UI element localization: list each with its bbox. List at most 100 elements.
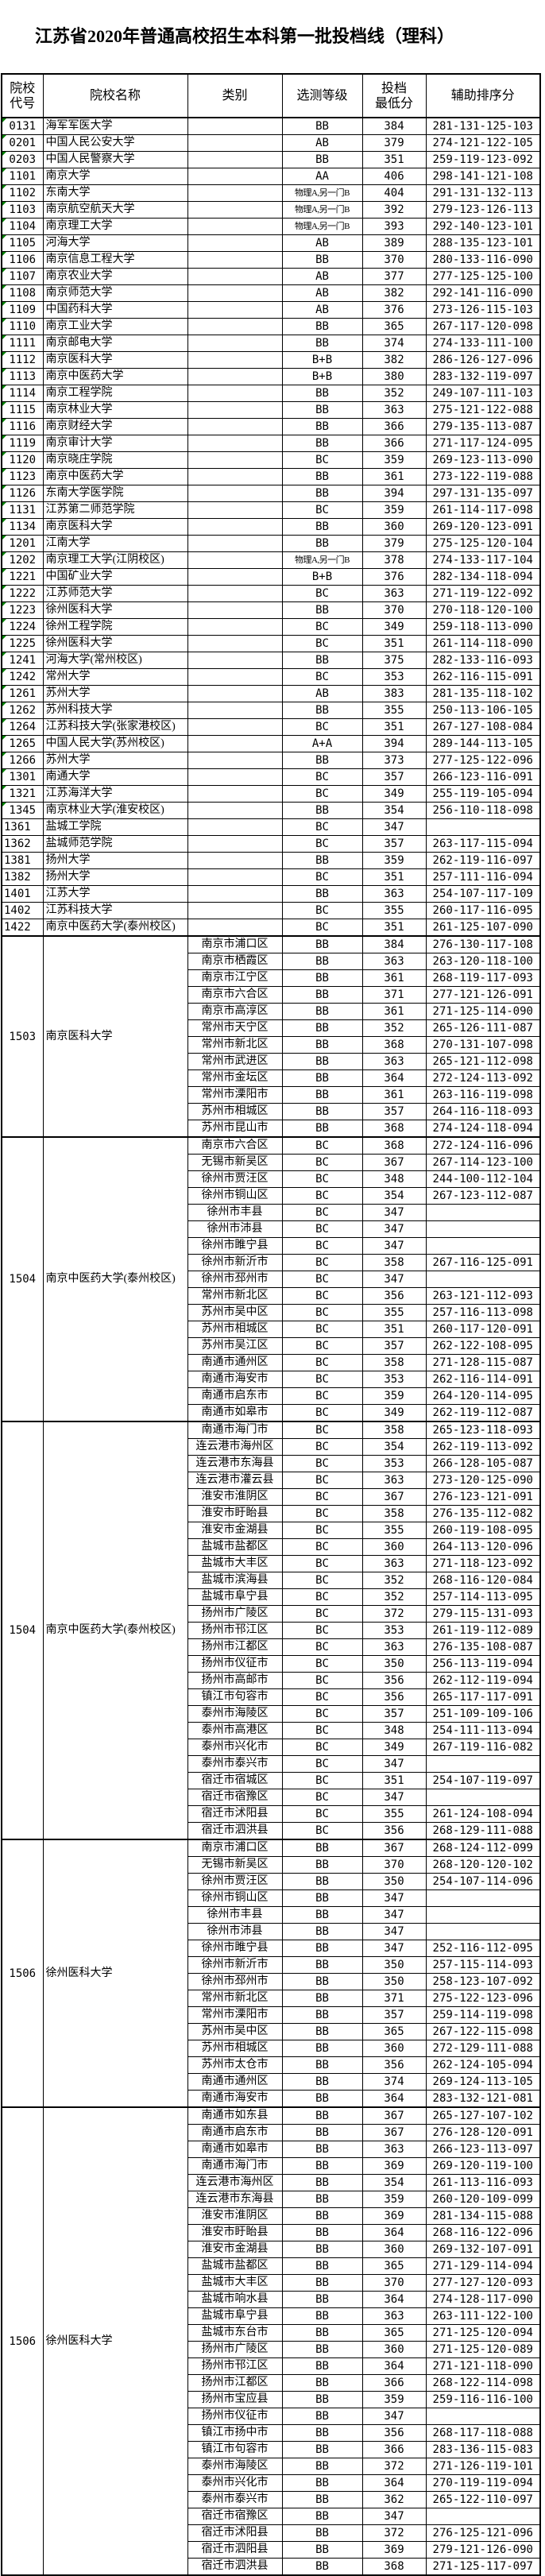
category-cell xyxy=(187,168,283,185)
college-name-cell: 盐城工学院 xyxy=(42,818,188,836)
table-row: 盐城市阜宁县 BB 363 263-111-122-100 xyxy=(2,2307,541,2325)
district-cell: 扬州市邗江区 xyxy=(187,1622,283,1639)
college-code-cell: 1134 xyxy=(1,518,44,536)
district-cell: 南京市高淳区 xyxy=(187,1003,283,1020)
aux-rank-cell: 262-119-116-097 xyxy=(425,852,541,869)
college-name-cell: 南京工程学院 xyxy=(42,385,188,402)
excel-error-indicator-icon xyxy=(2,702,6,706)
district-cell: 宿迁市沭阳县 xyxy=(187,1805,283,1823)
aux-rank-cell: 268-116-120-084 xyxy=(425,1572,541,1589)
test-grade-cell: BB xyxy=(281,2023,363,2040)
category-cell xyxy=(187,585,283,602)
min-score-cell: 360 xyxy=(361,2341,427,2358)
min-score-cell: 362 xyxy=(361,2491,427,2508)
table-row: 1223 徐州医科大学 BB 370 270-118-120-100 xyxy=(1,601,541,619)
aux-rank-cell: 271-118-123-092 xyxy=(425,1555,541,1572)
test-grade-cell: BB xyxy=(281,2424,363,2442)
test-grade-cell: BB xyxy=(281,2157,363,2175)
test-grade-cell: BB xyxy=(281,652,363,669)
district-cell: 连云港市灌云县 xyxy=(187,1472,283,1489)
min-score-cell: 367 xyxy=(361,1488,427,1506)
excel-error-indicator-icon xyxy=(2,285,6,289)
excel-error-indicator-icon xyxy=(2,118,6,122)
test-grade-cell: BB xyxy=(281,1003,363,1020)
table-row: 1382 扬州大学 BC 351 257-111-116-094 xyxy=(1,868,541,886)
test-grade-cell: BB xyxy=(281,1036,363,1054)
table-row: 常州市溧阳市 BB 357 259-114-119-098 xyxy=(2,2006,541,2024)
min-score-cell: 380 xyxy=(361,368,427,385)
min-score-cell: 351 xyxy=(361,635,427,652)
aux-rank-cell: 277-121-126-091 xyxy=(425,986,541,1004)
aux-rank-cell: 262-116-114-091 xyxy=(425,1371,541,1388)
aux-rank-cell: 259-114-119-098 xyxy=(425,2006,541,2024)
test-grade-cell: BC xyxy=(281,1705,363,1723)
aux-rank-cell: 281-135-118-102 xyxy=(425,685,541,702)
aux-rank-cell: 267-122-115-098 xyxy=(425,2023,541,2040)
min-score-cell: 374 xyxy=(361,2073,427,2091)
min-score-cell: 369 xyxy=(361,2157,427,2175)
district-cell: 盐城市大丰区 xyxy=(187,2274,283,2292)
table-row: 1104 南京理工大学 物理A,另一门B 393 292-140-123-101 xyxy=(1,218,541,235)
aux-rank-cell: 259-119-123-092 xyxy=(425,151,541,168)
test-grade-cell: BB xyxy=(281,2341,363,2358)
table-row: 1264 江苏科技大学(张家港校区) BC 351 267-127-108-084 xyxy=(1,718,541,736)
district-cell: 扬州市仪征市 xyxy=(187,1655,283,1673)
test-grade-cell: BB xyxy=(281,2558,363,2576)
table-row: 1107 南京农业大学 AB 377 277-125-125-100 xyxy=(1,268,541,285)
aux-rank-cell: 298-141-121-108 xyxy=(425,168,541,185)
college-code-cell: 0203 xyxy=(1,151,44,168)
table-row: 1202 南京理工大学(江阴校区) 物理A,另一门B 378 274-133-117-1… xyxy=(1,551,541,569)
aux-rank-cell: 275-121-122-088 xyxy=(425,401,541,419)
district-cell: 南通市海门市 xyxy=(187,1421,283,1439)
min-score-cell: 372 xyxy=(361,1605,427,1623)
table-row: 1222 江苏师范大学 BC 363 271-119-122-092 xyxy=(1,585,541,602)
college-name-cell: 南京邮电大学 xyxy=(42,335,188,352)
min-score-cell: 347 xyxy=(361,2508,427,2525)
college-code-cell: 1401 xyxy=(1,885,44,903)
min-score-cell: 347 xyxy=(361,2408,427,2425)
college-name-cell: 南京师范大学 xyxy=(42,284,188,302)
test-grade-cell: B+B xyxy=(281,568,363,586)
min-score-cell: 351 xyxy=(361,868,427,886)
district-cell: 淮安市淮阴区 xyxy=(187,1488,283,1506)
college-code-cell: 0201 xyxy=(1,134,44,152)
aux-rank-cell xyxy=(425,818,541,836)
category-cell xyxy=(187,418,283,435)
college-name-cell: 南京中医药大学(泰州校区) xyxy=(42,1421,188,1840)
college-code-cell: 1506 xyxy=(1,1839,44,2108)
test-grade-cell: BB xyxy=(281,117,363,135)
aux-rank-cell: 271-117-124-095 xyxy=(425,435,541,452)
min-score-cell: 364 xyxy=(361,2090,427,2108)
table-row: 镇江市扬中市 BB 356 268-117-118-088 xyxy=(2,2424,541,2442)
table-row: 1224 徐州工程学院 BC 349 259-118-113-090 xyxy=(1,618,541,636)
aux-rank-cell: 266-123-116-091 xyxy=(425,768,541,786)
min-score-cell: 367 xyxy=(361,2124,427,2141)
excel-error-indicator-icon xyxy=(2,435,6,439)
min-score-cell: 351 xyxy=(361,151,427,168)
district-cell: 宿迁市宿城区 xyxy=(187,1772,283,1789)
test-grade-cell: BB xyxy=(281,2141,363,2158)
table-row: 徐州市邳州市 BC 347 xyxy=(2,1271,541,1288)
test-grade-cell: AB xyxy=(281,301,363,319)
table-row: 苏州市昆山市 BB 368 274-124-118-094 xyxy=(2,1120,541,1138)
district-cell: 盐城市滨海县 xyxy=(187,1572,283,1589)
aux-rank-cell: 257-115-114-093 xyxy=(425,1956,541,1974)
excel-error-indicator-icon xyxy=(2,352,6,356)
college-name-cell: 徐州医科大学 xyxy=(42,635,188,652)
test-grade-cell: BC xyxy=(281,1488,363,1506)
excel-error-indicator-icon xyxy=(2,235,6,239)
aux-rank-cell: 265-117-117-091 xyxy=(425,1688,541,1706)
aux-rank-cell: 277-125-122-096 xyxy=(425,752,541,769)
table-row: 1503 南京医科大学 南京市浦口区 BB 384 276-130-117-108 xyxy=(1,935,541,1138)
min-score-cell: 370 xyxy=(361,251,427,269)
college-code-cell: 1114 xyxy=(1,385,44,402)
district-cell: 盐城市阜宁县 xyxy=(187,1588,283,1606)
min-score-cell: 382 xyxy=(361,284,427,302)
aux-rank-cell: 267-116-125-091 xyxy=(425,1254,541,1271)
college-code-cell: 1131 xyxy=(1,501,44,519)
aux-rank-cell: 281-134-115-088 xyxy=(425,2207,541,2225)
test-grade-cell: BB xyxy=(281,2090,363,2108)
test-grade-cell: BB xyxy=(281,2257,363,2275)
excel-error-indicator-icon xyxy=(2,369,6,373)
district-cell: 连云港市东海县 xyxy=(187,1455,283,1472)
